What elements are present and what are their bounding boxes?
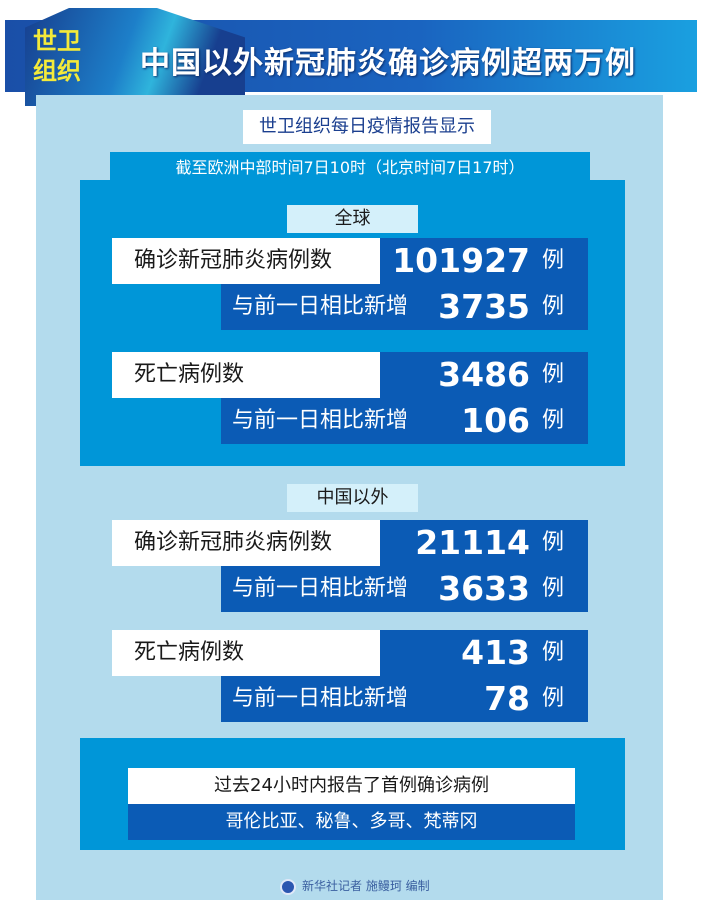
confirmed-new-value: 3735 <box>438 287 530 326</box>
deaths-new-label: 与前一日相比新增 <box>232 686 409 711</box>
unit: 例 <box>542 248 565 273</box>
time-note: 截至欧洲中部时间7日10时（北京时间7日17时） <box>110 152 590 182</box>
credit-text: 新华社记者 施鳗珂 编制 <box>302 879 430 893</box>
unit: 例 <box>542 408 565 433</box>
xinhua-logo-icon <box>280 878 296 895</box>
unit: 例 <box>542 686 565 711</box>
confirmed-label: 确诊新冠肺炎病例数 <box>112 520 380 566</box>
deaths-new-label: 与前一日相比新增 <box>232 408 409 433</box>
confirmed-new-value: 3633 <box>438 569 530 608</box>
unit: 例 <box>542 530 565 555</box>
unit: 例 <box>542 640 565 665</box>
subtitle: 世卫组织每日疫情报告显示 <box>243 110 491 144</box>
deaths-new-value: 106 <box>461 401 530 440</box>
first-cases-title: 过去24小时内报告了首例确诊病例 <box>128 768 575 804</box>
credit: 新华社记者 施鳗珂 编制 <box>280 877 430 895</box>
confirmed-label: 确诊新冠肺炎病例数 <box>112 238 380 284</box>
who-badge: 世卫 组织 <box>22 26 92 86</box>
deaths-label: 死亡病例数 <box>112 352 380 398</box>
deaths-new-value: 78 <box>484 679 530 718</box>
section-label: 全球 <box>287 205 418 233</box>
confirmed-value: 101927 <box>392 241 530 280</box>
page-title: 中国以外新冠肺炎确诊病例超两万例 <box>140 46 636 81</box>
confirmed-value: 21114 <box>415 523 530 562</box>
confirmed-new-label: 与前一日相比新增 <box>232 294 409 319</box>
first-cases-countries: 哥伦比亚、秘鲁、多哥、梵蒂冈 <box>128 804 575 840</box>
unit: 例 <box>542 294 565 319</box>
badge-line: 组织 <box>33 57 81 85</box>
confirmed-new-label: 与前一日相比新增 <box>232 576 409 601</box>
deaths-label: 死亡病例数 <box>112 630 380 676</box>
section-label: 中国以外 <box>287 484 418 512</box>
unit: 例 <box>542 362 565 387</box>
unit: 例 <box>542 576 565 601</box>
badge-line: 世卫 <box>33 27 81 55</box>
deaths-value: 413 <box>461 633 530 672</box>
deaths-value: 3486 <box>438 355 530 394</box>
